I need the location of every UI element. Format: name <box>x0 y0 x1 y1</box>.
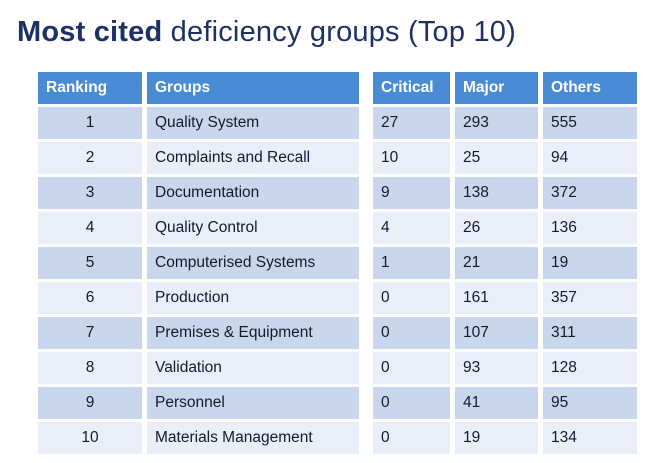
table-row: 27 293 555 <box>373 107 637 139</box>
table-row: 0 19 134 <box>373 422 637 454</box>
table-cell: 94 <box>543 142 637 174</box>
page-title: Most cited deficiency groups (Top 10) <box>17 16 516 49</box>
table-cell: 8 <box>38 352 142 384</box>
table-row: 0 161 357 <box>373 282 637 314</box>
table-cell: Documentation <box>147 177 359 209</box>
table-row: 6 Production <box>38 282 359 314</box>
deficiency-counts-body: 27 293 555 10 25 94 9 138 372 4 26 136 1 21 19 0 161 357 0… <box>373 107 637 454</box>
title-continuation: deficiency groups (Top 10) <box>162 16 516 48</box>
table-row: 9 138 372 <box>373 177 637 209</box>
table-cell: Quality System <box>147 107 359 139</box>
table-row: 3 Documentation <box>38 177 359 209</box>
table-cell: 2 <box>38 142 142 174</box>
table-row: 4 Quality Control <box>38 212 359 244</box>
table-cell: Quality Control <box>147 212 359 244</box>
ranking-groups-header-row: Ranking Groups <box>38 72 359 104</box>
table-row: 0 107 311 <box>373 317 637 349</box>
table-cell: 293 <box>455 107 538 139</box>
table-cell: 19 <box>455 422 538 454</box>
table-cell: 372 <box>543 177 637 209</box>
table-row: 8 Validation <box>38 352 359 384</box>
table-cell: 161 <box>455 282 538 314</box>
table-cell: 7 <box>38 317 142 349</box>
table-cell: 21 <box>455 247 538 279</box>
table-cell: 138 <box>455 177 538 209</box>
table-row: 5 Computerised Systems <box>38 247 359 279</box>
table-cell: 0 <box>373 352 450 384</box>
table-cell: Production <box>147 282 359 314</box>
table-cell: 6 <box>38 282 142 314</box>
deficiency-counts-header-row: Critical Major Others <box>373 72 637 104</box>
table-row: 0 93 128 <box>373 352 637 384</box>
table-cell: 95 <box>543 387 637 419</box>
table-cell: Materials Management <box>147 422 359 454</box>
ranking-groups-table: Ranking Groups 1 Quality System 2 Complaints… <box>33 69 364 457</box>
table-cell: 10 <box>38 422 142 454</box>
ranking-groups-body: 1 Quality System 2 Complaints and Recall 3 Do… <box>38 107 359 454</box>
table-row: 7 Premises & Equipment <box>38 317 359 349</box>
table-cell: Premises & Equipment <box>147 317 359 349</box>
table-cell: 4 <box>38 212 142 244</box>
table-cell: 0 <box>373 422 450 454</box>
table-cell: 1 <box>373 247 450 279</box>
column-header: Groups <box>147 72 359 104</box>
table-cell: 5 <box>38 247 142 279</box>
table-row: 10 25 94 <box>373 142 637 174</box>
column-header: Critical <box>373 72 450 104</box>
table-cell: 9 <box>373 177 450 209</box>
table-row: 10 Materials Management <box>38 422 359 454</box>
column-header: Ranking <box>38 72 142 104</box>
table-cell: Complaints and Recall <box>147 142 359 174</box>
table-row: 0 41 95 <box>373 387 637 419</box>
table-cell: Personnel <box>147 387 359 419</box>
table-cell: Validation <box>147 352 359 384</box>
table-row: 1 Quality System <box>38 107 359 139</box>
table-cell: 0 <box>373 317 450 349</box>
table-cell: 357 <box>543 282 637 314</box>
table-cell: 3 <box>38 177 142 209</box>
deficiency-counts-table: Critical Major Others 27 293 555 10 25 94 9 138 37… <box>368 69 642 457</box>
table-cell: 93 <box>455 352 538 384</box>
table-row: 4 26 136 <box>373 212 637 244</box>
table-cell: 134 <box>543 422 637 454</box>
table-cell: 25 <box>455 142 538 174</box>
table-cell: 41 <box>455 387 538 419</box>
table-cell: 27 <box>373 107 450 139</box>
table-cell: 26 <box>455 212 538 244</box>
table-cell: 311 <box>543 317 637 349</box>
table-cell: 19 <box>543 247 637 279</box>
table-cell: 128 <box>543 352 637 384</box>
column-header: Others <box>543 72 637 104</box>
title-emphasis: Most cited <box>17 16 163 48</box>
column-header: Major <box>455 72 538 104</box>
table-cell: 10 <box>373 142 450 174</box>
table-row: 1 21 19 <box>373 247 637 279</box>
table-cell: 1 <box>38 107 142 139</box>
table-cell: 0 <box>373 282 450 314</box>
table-cell: 136 <box>543 212 637 244</box>
table-row: 2 Complaints and Recall <box>38 142 359 174</box>
table-cell: 0 <box>373 387 450 419</box>
table-cell: 9 <box>38 387 142 419</box>
table-row: 9 Personnel <box>38 387 359 419</box>
table-cell: Computerised Systems <box>147 247 359 279</box>
table-cell: 107 <box>455 317 538 349</box>
table-cell: 555 <box>543 107 637 139</box>
table-cell: 4 <box>373 212 450 244</box>
